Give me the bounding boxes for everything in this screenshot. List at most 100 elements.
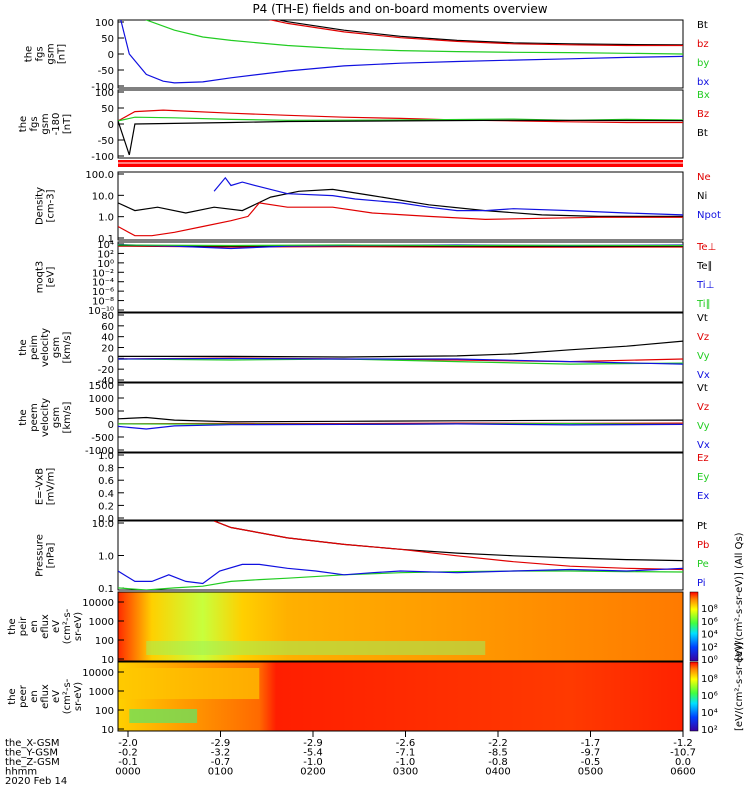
axis-row-value: -0.8 <box>488 757 508 768</box>
axis-row-value: -5.4 <box>303 748 323 759</box>
legend-entry: Ez <box>697 453 709 464</box>
axis-row-label: the_Z-GSM <box>5 757 60 768</box>
panel-10: 10⁸ 10⁶ 10⁴ 10² [eV/(cm²-s-sr-eV)] 10000 1000 1… <box>7 642 745 736</box>
legend-entry: Bt <box>697 128 708 139</box>
y-tick-label: 10.0 <box>92 191 114 202</box>
series-line-red <box>118 202 683 237</box>
panel-frame <box>117 19 684 89</box>
y-tick-label: 0 <box>108 50 114 61</box>
series-line-green <box>118 116 683 122</box>
y-tick-label: 0.2 <box>98 501 114 512</box>
panel-frame <box>117 520 684 591</box>
panel-8: 10.0 1.0 0.1 Pressure [nPa] Pt Pb Pe Pi <box>35 519 710 595</box>
y-tick-label: 100 <box>95 88 114 99</box>
y-tick-label: 0 <box>108 420 114 431</box>
y-axis-label: the <box>18 409 29 425</box>
y-tick-label: 50 <box>101 104 114 115</box>
y-tick-label: -50 <box>98 136 114 147</box>
axis-row-value: 0000 <box>115 767 140 778</box>
axis-row-value: -2.2 <box>488 738 508 749</box>
y-tick-label: 100.0 <box>85 170 114 181</box>
y-tick-label: 10⁻¹⁰ <box>88 306 114 317</box>
series-line-black <box>118 416 683 423</box>
legend-entry: Ex <box>697 491 709 502</box>
y-axis-label: Pressure <box>35 534 46 577</box>
series-line-black <box>118 119 683 156</box>
panel-frame <box>117 241 684 313</box>
y-axis-label: the <box>18 339 29 355</box>
axis-row-value: -10.7 <box>670 748 696 759</box>
y-tick-label: 100 <box>95 706 114 717</box>
legend-entry: Ne <box>697 172 711 183</box>
colorbar-tick: 10⁴ <box>701 708 718 719</box>
y-tick-label: 20 <box>101 344 114 355</box>
y-tick-label: 1.0 <box>98 213 114 224</box>
y-tick-label: 40 <box>101 333 114 344</box>
y-axis-label: [km/s] <box>62 331 73 363</box>
y-tick-label: 0.8 <box>98 464 114 475</box>
colorbar-tick: 10² <box>701 725 718 736</box>
axis-row-value: 0500 <box>578 767 603 778</box>
y-tick-label: 0.6 <box>98 476 114 487</box>
series-line-red <box>118 109 683 124</box>
y-tick-label: 1000 <box>89 617 114 628</box>
y-tick-label: -100 <box>91 82 114 93</box>
y-axis-label: [km/s] <box>62 401 73 433</box>
y-axis-label: velocity <box>40 398 51 437</box>
y-tick-label: -20 <box>98 365 114 376</box>
y-axis-label: Density <box>35 187 46 225</box>
y-axis-label: gsm <box>40 113 51 134</box>
y-tick-label: 10000 <box>82 668 114 679</box>
legend-entry: Vy <box>697 421 710 432</box>
series-line-blue <box>118 563 683 585</box>
axis-row-value: -0.1 <box>118 757 138 768</box>
y-tick-label: 500 <box>95 407 114 418</box>
y-tick-label: 1500 <box>89 381 114 392</box>
y-tick-label: 1.0 <box>98 451 114 462</box>
axis-row-value: -9.7 <box>581 748 601 759</box>
legend-entry: bx <box>697 77 709 88</box>
legend-entry: Bt <box>697 20 708 31</box>
legend-entry: Pt <box>697 521 707 532</box>
legend-entry: Vt <box>697 383 708 394</box>
y-tick-label: 0.4 <box>98 489 114 500</box>
y-axis-label: eflux <box>40 614 51 639</box>
y-tick-label: 0.0 <box>98 514 114 525</box>
y-axis-label: en <box>29 620 40 633</box>
axis-row-value: 0600 <box>670 767 695 778</box>
y-axis-label: [nT] <box>62 114 73 134</box>
series-line-black <box>276 20 683 46</box>
series-line-green <box>118 570 683 590</box>
panel-frame <box>117 591 684 662</box>
colorbar-tick: 10⁴ <box>701 630 718 641</box>
panel-frame <box>117 382 684 453</box>
y-tick-label: 10⁻⁸ <box>92 297 114 308</box>
axis-row-value: -7.1 <box>396 748 416 759</box>
y-axis-label: eV <box>51 690 62 703</box>
y-tick-label: -40 <box>98 376 114 387</box>
series-line-red <box>213 521 683 571</box>
y-axis-label: E=-VxB <box>35 468 46 505</box>
y-axis-label: fgs <box>29 116 40 131</box>
axis-row-value: -0.2 <box>118 748 138 759</box>
y-tick-label: 60 <box>101 322 114 333</box>
y-tick-label: -1000 <box>85 446 114 457</box>
legend-entry: Vy <box>697 351 710 362</box>
low-energy-band <box>146 641 486 655</box>
date-label: 2020 Feb 14 <box>5 776 67 787</box>
y-tick-label: 10⁻⁶ <box>92 287 114 298</box>
colorbar-tick: 10² <box>701 642 718 653</box>
axis-row-value: 0400 <box>485 767 510 778</box>
axis-row-value: -8.5 <box>488 748 508 759</box>
y-tick-label: 1000 <box>89 687 114 698</box>
series-line-green <box>118 244 683 247</box>
legend-entry: Vx <box>697 370 710 381</box>
legend-entry: Ti⊥ <box>696 280 714 291</box>
series-line-blue <box>213 176 683 216</box>
series-group <box>120 20 683 84</box>
y-axis-label: en <box>29 690 40 703</box>
colorbar-tick: 10⁸ <box>701 674 718 685</box>
panel-frame <box>117 312 684 383</box>
y-tick-label: 0.1 <box>98 584 114 595</box>
